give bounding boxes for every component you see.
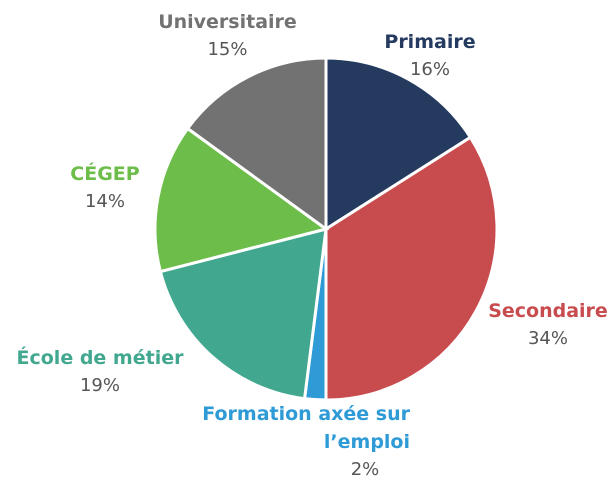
value-label: 14%	[84, 191, 125, 212]
value-label: 16%	[409, 59, 450, 80]
value-label: 19%	[79, 375, 120, 396]
pie-slice	[153, 126, 330, 274]
value-label: 34%	[527, 328, 568, 349]
pie-slice	[324, 135, 499, 402]
category-name: Secondaire	[488, 300, 608, 322]
value-label: 2%	[350, 459, 380, 480]
value-label: 15%	[207, 39, 248, 60]
slice-label: Primaire 16%	[370, 28, 490, 84]
slice-label: CÉGEP 14%	[40, 160, 170, 216]
pie-slice	[324, 56, 473, 232]
slice-label: Universitaire 15%	[140, 8, 315, 64]
slice-label: Secondaire 34%	[480, 297, 616, 353]
pie-slice	[158, 226, 328, 401]
category-name: Universitaire	[158, 11, 297, 33]
slice-label: École de métier 19%	[0, 344, 200, 400]
category-name: Primaire	[384, 31, 476, 53]
category-name: CÉGEP	[70, 163, 140, 185]
category-name: École de métier	[16, 347, 184, 369]
category-name: Formation axée sur l’emploi	[202, 403, 410, 453]
slice-label: Formation axée sur l’emploi 2%	[180, 400, 410, 484]
pie-slice	[185, 56, 328, 232]
